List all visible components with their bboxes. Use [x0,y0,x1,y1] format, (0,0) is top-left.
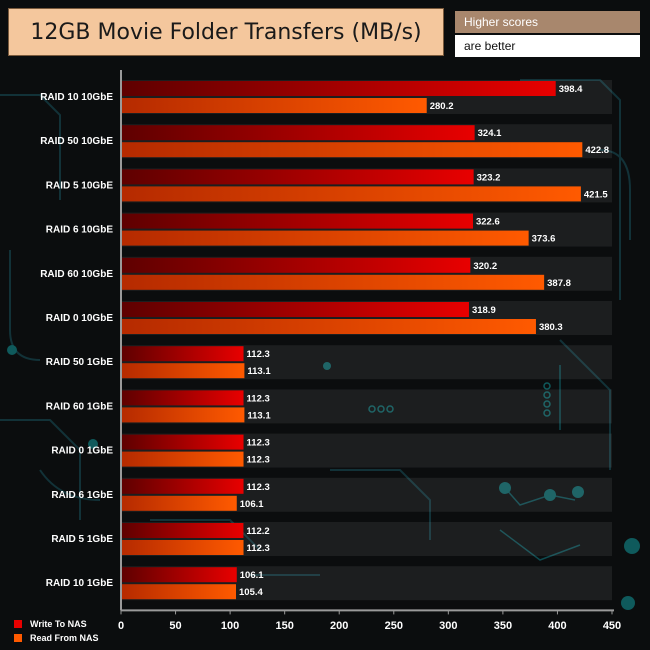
data-label-read: 380.3 [539,322,563,333]
data-label-write: 112.3 [247,482,270,493]
category-label: RAID 10 10GbE [40,92,113,103]
data-label-write: 398.4 [559,84,583,95]
x-tick-label: 400 [548,620,566,632]
data-label-read: 387.8 [547,278,571,289]
legend: Write To NAS Read From NAS [14,617,99,645]
bar-write [121,434,244,450]
bar-read [121,540,244,555]
bar-read [121,407,245,423]
data-label-read: 280.2 [430,101,454,112]
category-label: RAID 50 10GbE [40,136,113,147]
bar-write [121,346,244,362]
legend-item-read: Read From NAS [14,631,99,645]
bar-write [121,567,237,583]
chart-title: 12GB Movie Folder Transfers (MB/s) [30,19,422,45]
data-label-write: 112.2 [246,526,269,537]
bar-read [121,495,237,511]
bar-write [121,81,556,96]
x-tick-label: 50 [169,620,181,632]
bar-write [121,213,473,229]
x-tick-label: 200 [330,620,348,632]
data-label-read: 421.5 [584,189,608,200]
bar-write [121,257,471,273]
x-tick-label: 150 [275,620,293,632]
data-label-write: 320.2 [473,261,497,272]
data-label-read: 113.1 [247,366,271,377]
bar-write [121,169,474,185]
chart-title-box: 12GB Movie Folder Transfers (MB/s) [8,8,444,56]
x-tick-label: 350 [494,620,512,632]
higher-scores-note: Higher scores [455,11,640,33]
bar-read [121,319,536,334]
bar-read [121,274,545,290]
data-label-write: 112.3 [247,349,270,360]
category-label: RAID 5 10GbE [46,180,114,191]
bar-write [121,302,469,317]
category-label: RAID 5 1GbE [51,534,113,545]
legend-swatch-read [14,634,22,642]
bar-read [121,363,245,379]
x-tick-label: 0 [118,620,124,632]
legend-item-write: Write To NAS [14,617,99,631]
x-tick-label: 250 [385,620,403,632]
data-label-read: 112.3 [247,455,270,466]
bar-read [121,451,244,467]
data-label-read: 113.1 [247,410,271,421]
data-label-read: 105.4 [239,587,263,598]
data-label-write: 323.2 [477,172,501,183]
bar-read [121,230,529,246]
legend-swatch-write [14,620,22,628]
data-label-read: 112.3 [247,543,270,554]
data-label-write: 322.6 [476,217,500,228]
data-label-read: 373.6 [532,234,556,245]
data-label-write: 112.3 [247,438,270,449]
category-label: RAID 60 10GbE [40,269,113,280]
bar-write [121,390,244,406]
x-tick-label: 300 [439,620,457,632]
data-label-write: 324.1 [478,128,502,139]
bar-write [121,523,244,538]
bar-read [121,98,427,113]
bar-read [121,584,237,600]
bar-write [121,478,244,494]
category-label: RAID 6 1GbE [51,490,113,501]
data-label-read: 422.8 [585,145,609,156]
data-label-read: 106.1 [240,499,264,510]
bar-read [121,142,583,158]
category-label: RAID 50 1GbE [46,357,114,368]
data-label-write: 106.1 [240,570,264,581]
legend-label-write: Write To NAS [30,619,87,629]
bar-read [121,186,581,202]
x-tick-label: 100 [221,620,239,632]
legend-label-read: Read From NAS [30,633,99,643]
category-label: RAID 6 10GbE [46,225,114,236]
data-label-write: 318.9 [472,305,496,316]
category-label: RAID 0 1GbE [51,446,113,457]
x-tick-label: 450 [603,620,621,632]
bar-write [121,125,475,141]
are-better-note: are better [455,35,640,57]
category-label: RAID 60 1GbE [46,401,114,412]
category-label: RAID 10 1GbE [46,578,114,589]
category-label: RAID 0 10GbE [46,313,114,324]
data-label-write: 112.3 [247,393,270,404]
